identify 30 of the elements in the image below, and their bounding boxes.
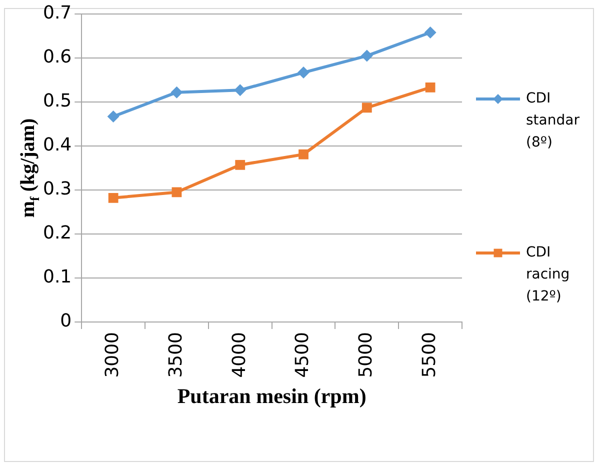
point	[235, 160, 246, 170]
point	[172, 187, 182, 198]
point	[108, 192, 118, 203]
x-tick-label: 4500	[292, 332, 314, 378]
point	[362, 102, 372, 113]
point	[424, 26, 436, 38]
y-tick-label: 0.5	[42, 90, 72, 112]
y-tick-label: 0	[60, 310, 72, 332]
point	[298, 149, 308, 160]
y-tick-label: 0.1	[42, 266, 72, 288]
point	[170, 86, 183, 98]
legend-label: CDI standar (8º)	[526, 90, 580, 151]
y-axis-title: mf (kg/jam)	[17, 118, 42, 218]
x-tick-label: 4000	[228, 332, 250, 378]
point	[425, 82, 436, 92]
point	[107, 110, 120, 123]
y-tick-label: 0.2	[42, 222, 72, 244]
x-tick-label: 3000	[102, 332, 123, 378]
x-tick-label: 5000	[356, 332, 377, 378]
legend-label: CDI racing (12º)	[526, 244, 570, 305]
point	[234, 84, 246, 96]
y-tick-label: 0.6	[42, 46, 72, 68]
y-tick-label: 0.4	[42, 134, 72, 156]
point	[360, 50, 373, 62]
x-axis-title: Putaran mesin (rpm)	[177, 384, 366, 408]
y-tick-label: 0.3	[42, 178, 72, 200]
x-tick-label: 3500	[165, 332, 186, 378]
point	[298, 66, 310, 79]
x-tick-label: 5500	[418, 332, 440, 378]
y-tick-label: 0.7	[42, 2, 72, 24]
